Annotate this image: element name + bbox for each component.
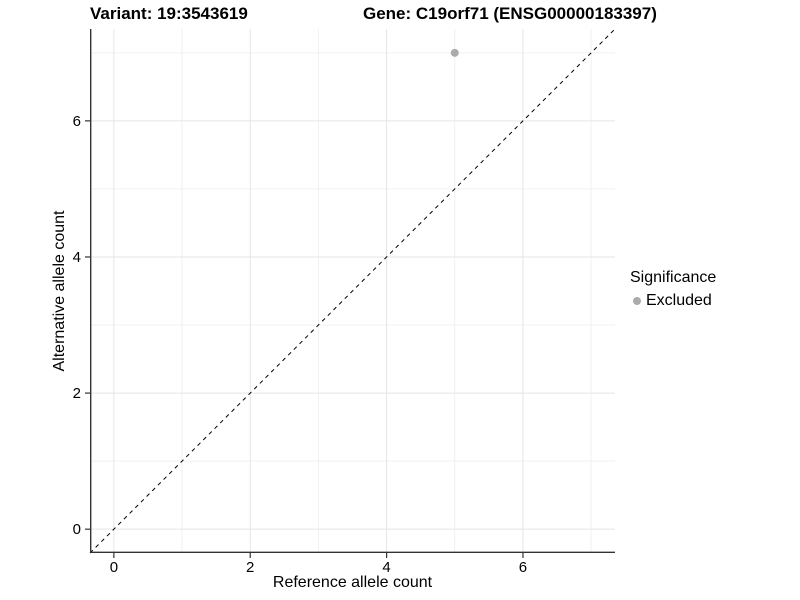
gene-title: Gene: C19orf71 (ENSG00000183397) [363, 4, 657, 23]
x-tick-label: 2 [246, 559, 254, 576]
legend-point-icon [633, 297, 641, 305]
x-tick-label: 0 [110, 559, 118, 576]
y-tick-label: 0 [73, 521, 81, 538]
legend-item-label: Excluded [646, 292, 712, 309]
legend-item-excluded: Excluded [630, 292, 716, 310]
y-tick-label: 4 [73, 249, 81, 266]
identity-line [89, 28, 616, 554]
plot-panel: 0 2 4 6 0 2 4 6 [73, 28, 616, 576]
data-point [450, 48, 459, 57]
y-tick-label: 2 [73, 385, 81, 402]
legend-title: Significance [630, 269, 717, 286]
y-axis-title: Alternative allele count [51, 210, 68, 372]
x-axis-title: Reference allele count [272, 574, 433, 591]
x-tick-label: 6 [519, 559, 527, 576]
x-tick-label: 4 [382, 559, 390, 576]
variant-title: Variant: 19:3543619 [90, 4, 248, 23]
legend: Significance Excluded [630, 269, 716, 310]
y-tick-label: 6 [73, 113, 81, 130]
